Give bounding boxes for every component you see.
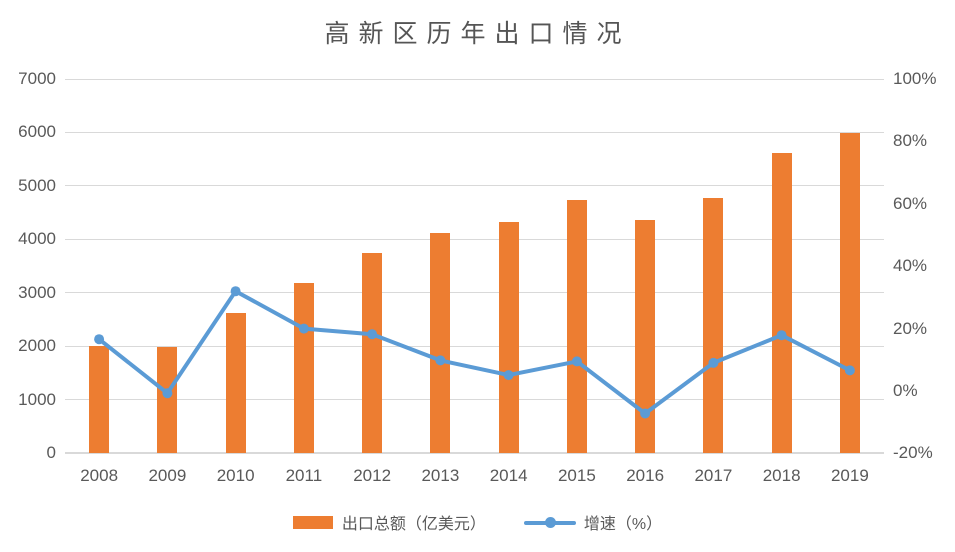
category-tick-label: 2019 — [830, 466, 869, 485]
export-bar — [225, 312, 246, 454]
legend-bar-label: 出口总额（亿美元） — [341, 516, 486, 533]
export-bar — [89, 346, 110, 454]
right-axis-tick-label: 20% — [893, 318, 928, 338]
right-axis-tick-label: 60% — [893, 193, 928, 213]
left-axis-tick-label: 3000 — [18, 282, 56, 302]
left-axis-tick-label: 2000 — [18, 336, 56, 356]
left-axis-tick-label: 7000 — [18, 69, 56, 88]
gridline — [65, 399, 884, 401]
category-tick-label: 2009 — [148, 466, 187, 485]
left-axis-tick-label: 5000 — [18, 175, 56, 195]
left-axis-tick-label: 4000 — [18, 229, 56, 249]
export-bar — [430, 233, 451, 454]
legend-line-marker — [523, 516, 576, 529]
gridline — [65, 185, 884, 187]
right-axis-tick-label: 100% — [893, 69, 937, 88]
gridline — [65, 78, 884, 80]
category-tick-label: 2015 — [557, 466, 596, 485]
left-axis-tick-label: 1000 — [18, 389, 56, 409]
gridline — [65, 345, 884, 347]
gridline — [65, 292, 884, 294]
export-bar — [703, 198, 724, 454]
category-tick-label: 2018 — [762, 466, 801, 485]
right-axis-tick-label: -20% — [893, 443, 933, 463]
category-tick-label: 2012 — [353, 466, 392, 485]
category-tick-label: 2008 — [80, 466, 119, 485]
left-axis-tick-label: 0 — [46, 443, 56, 463]
x-axis-line — [65, 452, 884, 455]
gridline — [65, 131, 884, 133]
left-axis-tick-label: 6000 — [18, 122, 56, 142]
export-bar — [293, 283, 314, 454]
legend: 出口总额（亿美元） 增速（%） — [0, 510, 955, 534]
category-tick-label: 2014 — [489, 466, 528, 485]
export-bar — [566, 199, 587, 454]
legend-line-dot-icon — [544, 516, 556, 528]
category-tick-label: 2011 — [285, 466, 323, 485]
category-tick-label: 2017 — [694, 466, 733, 485]
export-bar — [362, 252, 383, 454]
chart-title: 高新区历年出口情况 — [324, 19, 631, 48]
category-tick-label: 2013 — [421, 466, 460, 485]
gridline — [65, 238, 884, 240]
growth-line — [97, 289, 852, 416]
right-axis-tick-label: 0% — [893, 381, 918, 400]
export-bar — [839, 133, 860, 454]
category-tick-label: 2016 — [626, 466, 665, 485]
legend-bar-swatch — [292, 515, 333, 529]
growth-point-marker — [230, 286, 241, 297]
right-axis-tick-label: 80% — [893, 131, 928, 151]
legend-line-label: 增速（%） — [583, 516, 663, 533]
export-bar — [498, 221, 519, 454]
growth-point-marker — [94, 334, 105, 345]
export-bar — [635, 219, 656, 454]
right-axis-tick-label: 40% — [893, 256, 928, 276]
category-tick-label: 2010 — [216, 466, 255, 485]
export-bar — [771, 152, 792, 454]
export-bar — [157, 346, 178, 454]
